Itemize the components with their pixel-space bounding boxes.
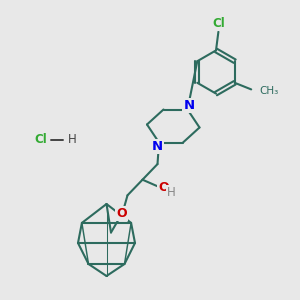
Text: O: O xyxy=(116,207,127,220)
Text: Cl: Cl xyxy=(34,133,47,146)
Text: N: N xyxy=(183,99,195,112)
Text: H: H xyxy=(68,133,76,146)
Text: O: O xyxy=(158,181,169,194)
Text: H: H xyxy=(167,186,176,199)
Text: CH₃: CH₃ xyxy=(259,86,279,96)
Text: Cl: Cl xyxy=(212,17,225,31)
Text: N: N xyxy=(152,140,163,153)
